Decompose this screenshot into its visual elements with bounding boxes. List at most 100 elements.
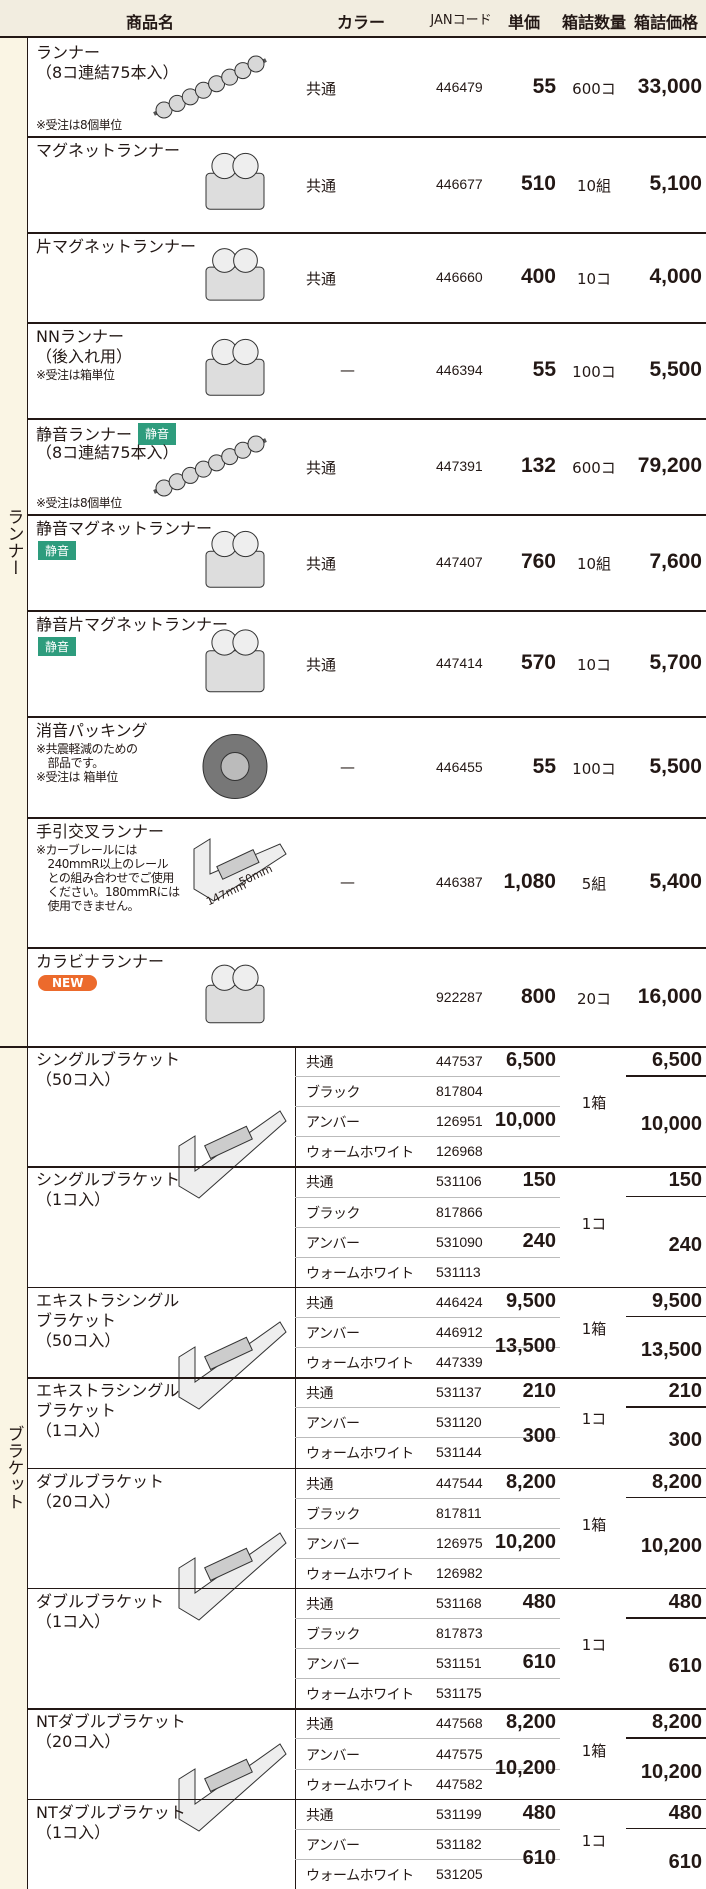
box-quantity: 100コ bbox=[572, 759, 616, 778]
image-shape bbox=[178, 1742, 287, 1832]
unit-price: 300 bbox=[522, 1425, 556, 1448]
image-shape bbox=[232, 629, 259, 656]
product-name-line: マグネットランナー bbox=[36, 141, 180, 161]
product-image bbox=[205, 248, 265, 301]
product-name: エキストラシングル bbox=[36, 1381, 180, 1401]
box-price: 480 bbox=[668, 1590, 702, 1613]
rule bbox=[0, 36, 706, 38]
unit-price: 132 bbox=[520, 454, 556, 477]
rule bbox=[295, 1196, 560, 1198]
box-price: 7,600 bbox=[649, 550, 702, 573]
box-price: 210 bbox=[668, 1380, 702, 1403]
product-name-line: カラビナランナー bbox=[36, 952, 164, 972]
jan-code: 531175 bbox=[436, 1685, 482, 1702]
column-header: 箱詰価格 bbox=[633, 13, 698, 32]
jan-code: 446424 bbox=[436, 1293, 483, 1310]
header-bg bbox=[0, 0, 706, 38]
product-name: 手引交叉ランナー bbox=[36, 822, 165, 841]
box-price: 5,500 bbox=[649, 754, 702, 778]
image-shape bbox=[178, 1321, 287, 1410]
unit-price: 210 bbox=[522, 1380, 556, 1403]
color: 共通 bbox=[306, 1055, 334, 1072]
product-image bbox=[205, 629, 265, 693]
unit-price: 10,000 bbox=[494, 1109, 556, 1132]
color: — bbox=[340, 361, 355, 379]
box-quantity: 10コ bbox=[576, 270, 612, 288]
badge-line: NEW bbox=[36, 974, 98, 993]
color: ブラック bbox=[306, 1205, 361, 1222]
rule bbox=[295, 1738, 560, 1740]
color: アンバー bbox=[306, 1326, 360, 1343]
unit-price: 13,500 bbox=[494, 1335, 556, 1358]
box-price: 240 bbox=[668, 1233, 702, 1256]
product-name: シングルブラケット bbox=[36, 1050, 181, 1069]
product-image bbox=[178, 1532, 287, 1621]
jan-code: 446479 bbox=[436, 79, 483, 95]
product-name: ダブルブラケット bbox=[36, 1591, 165, 1611]
jan-code: 447582 bbox=[436, 1775, 483, 1792]
unit-price: 10,200 bbox=[494, 1530, 556, 1553]
image-shape bbox=[212, 248, 237, 273]
box-quantity: 20コ bbox=[576, 989, 612, 1008]
rule bbox=[626, 1195, 706, 1198]
jan-code: 531205 bbox=[436, 1865, 483, 1882]
color: アンバー bbox=[306, 1536, 360, 1553]
box-quantity: 10コ bbox=[576, 656, 612, 674]
image-shape bbox=[204, 1126, 253, 1160]
rule bbox=[626, 1496, 706, 1499]
jan-code: 447544 bbox=[436, 1474, 483, 1491]
unit-price: 480 bbox=[522, 1590, 556, 1613]
product-name: NTダブルブラケット bbox=[36, 1802, 186, 1822]
image-shape bbox=[205, 358, 265, 396]
jan-code: 922287 bbox=[436, 988, 483, 1005]
color: 共通 bbox=[306, 1175, 334, 1192]
product-name: 片マグネットランナー bbox=[36, 237, 197, 256]
section-label: ランナー bbox=[3, 508, 24, 576]
badge-line: 静音 bbox=[36, 541, 77, 561]
column-header: 商品名 bbox=[125, 13, 174, 32]
box-quantity: 1コ bbox=[581, 1636, 607, 1655]
rule bbox=[295, 1256, 560, 1258]
jan-code: 126982 bbox=[436, 1564, 483, 1581]
color: アンバー bbox=[306, 1416, 360, 1433]
rule bbox=[27, 610, 706, 612]
box-price: 33,000 bbox=[637, 75, 702, 98]
product-name: 静音ランナー bbox=[36, 425, 133, 444]
rule bbox=[295, 1828, 560, 1830]
color: 共通 bbox=[306, 1596, 334, 1613]
box-price: 480 bbox=[668, 1801, 702, 1824]
note: との組み合わせでご使用 bbox=[36, 871, 175, 885]
color: ウォームホワイト bbox=[306, 1687, 414, 1704]
image-shape bbox=[178, 1110, 287, 1200]
jan-code: 531168 bbox=[436, 1594, 482, 1611]
rule bbox=[295, 1527, 560, 1529]
image-shape bbox=[233, 248, 258, 273]
box-quantity: 1コ bbox=[581, 1214, 607, 1233]
product-name-line: 消音パッキング bbox=[36, 721, 148, 741]
image-shape bbox=[205, 172, 265, 210]
image-shape bbox=[232, 530, 259, 558]
product-name: カラビナランナー bbox=[36, 952, 165, 971]
image-shape bbox=[205, 266, 265, 301]
unit-price: 400 bbox=[520, 265, 556, 288]
product-image bbox=[178, 1742, 287, 1832]
unit-price: 9,500 bbox=[505, 1289, 556, 1312]
rule bbox=[295, 1316, 560, 1318]
product-name-line: （8コ連結75本入） bbox=[36, 63, 179, 83]
box-quantity: 1コ bbox=[581, 1831, 607, 1850]
box-price: 300 bbox=[668, 1429, 702, 1452]
rule bbox=[27, 136, 706, 138]
rule bbox=[27, 38, 28, 1889]
image-shape bbox=[205, 650, 265, 693]
jan-code: 446394 bbox=[436, 362, 483, 378]
rule bbox=[295, 1768, 560, 1770]
product-image bbox=[153, 55, 267, 119]
rule bbox=[626, 1737, 706, 1739]
box-price: 610 bbox=[668, 1850, 702, 1873]
product-name-line: 静音ランナー 静音 bbox=[36, 423, 177, 445]
note: ※共震軽減のための bbox=[36, 742, 138, 756]
box-quantity: 1箱 bbox=[581, 1515, 607, 1534]
product-image bbox=[202, 734, 268, 799]
product-name: （1コ入） bbox=[36, 1421, 111, 1441]
box-price: 5,400 bbox=[649, 870, 702, 893]
